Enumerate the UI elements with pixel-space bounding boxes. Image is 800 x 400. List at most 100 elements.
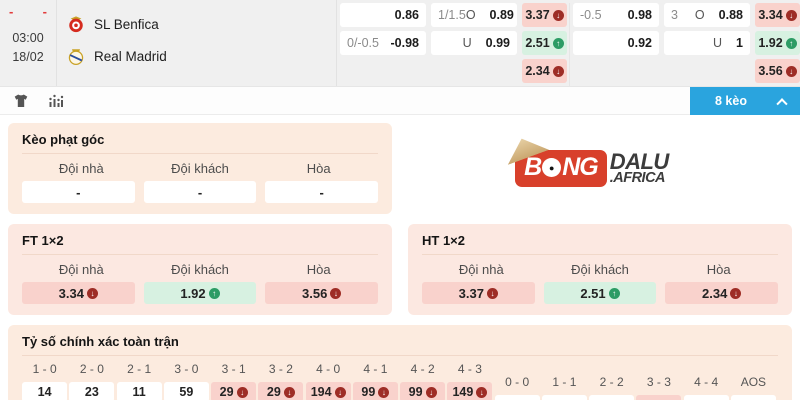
column-headers: Đội nhà Đội khách Hòa	[22, 262, 378, 277]
trend-arrow-icon	[486, 287, 498, 299]
odds-value: 2.51	[580, 285, 606, 301]
score-odds-top[interactable]: 194	[305, 382, 351, 400]
draw-score-column: 1 - 1 6.4	[541, 375, 587, 400]
score-odds-top[interactable]: 99	[400, 382, 446, 400]
hdp-odds-cell[interactable]: 0.92	[573, 31, 659, 55]
score-column: 4 - 19928	[352, 362, 398, 400]
odds-value: 59	[179, 385, 194, 399]
odds-value: 2.51	[525, 36, 550, 50]
corner-away-odds[interactable]: -	[143, 181, 257, 203]
trend-arrow-icon	[476, 386, 488, 398]
score-odds[interactable]: 11	[589, 395, 635, 400]
odds-value: 2.34	[525, 64, 550, 78]
1x2-odds-cell[interactable]: 2.34	[522, 59, 567, 83]
odds-value: -	[197, 184, 203, 200]
handicap-odds: 0.98	[627, 8, 652, 22]
score-column: 3 - 22917.5	[258, 362, 304, 400]
ht-away-odds[interactable]: 2.51	[543, 282, 657, 304]
score-odds-top[interactable]: 99	[352, 382, 398, 400]
score-odds-top[interactable]: 59	[163, 382, 209, 400]
trend-arrow-icon	[236, 386, 248, 398]
odds-value: 23	[84, 385, 99, 399]
score-label: 4 - 2	[410, 362, 435, 376]
trend-arrow-icon	[334, 386, 346, 398]
corner-draw-odds[interactable]: -	[265, 181, 379, 203]
home-team[interactable]: SL Benfica	[67, 8, 336, 40]
match-time-column: - - 03:00 18/02	[0, 0, 57, 86]
hdp-odds-cell[interactable]: 0.86	[340, 3, 426, 27]
score-column: 3 - 12912	[211, 362, 257, 400]
score-odds[interactable]: 15.5	[730, 395, 776, 400]
bets-count-label: 8 kèo	[715, 93, 747, 108]
score-odds-top[interactable]: 14	[22, 382, 68, 400]
odds-group-2: -0.5 0.98 3 O 0.88 3.34 0.92 U 1	[570, 3, 800, 86]
soccer-ball-icon: ●	[542, 158, 562, 177]
jersey-icon[interactable]	[13, 93, 29, 109]
draw-score-column: 3 - 3 45	[636, 375, 682, 400]
1x2-odds-cell[interactable]: 3.37	[522, 3, 567, 27]
away-team-name: Real Madrid	[94, 48, 167, 64]
score-label: 4 - 4	[694, 375, 719, 389]
correct-score-section: Tỷ số chính xác toàn trận 1 - 0 149 2 - 0 2…	[8, 325, 792, 400]
corner-home-odds[interactable]: -	[22, 181, 135, 203]
ou-odds: 0.88	[718, 8, 743, 22]
trend-arrow-icon	[208, 287, 220, 299]
empty-cell	[573, 59, 659, 83]
away-team[interactable]: Real Madrid	[67, 40, 336, 72]
trend-arrow-icon	[785, 9, 797, 21]
home-team-logo	[69, 16, 83, 33]
ou-odds-cell[interactable]: U 0.99	[431, 31, 517, 55]
ht-home-odds[interactable]: 3.37	[422, 282, 535, 304]
score-odds-top[interactable]: 23	[69, 382, 115, 400]
score-label: 2 - 1	[127, 362, 152, 376]
ft-draw-odds[interactable]: 3.56	[265, 282, 379, 304]
1x2-odds-cell[interactable]: 1.92	[755, 31, 800, 55]
score-column: 4 - 29941	[400, 362, 446, 400]
score-odds-top[interactable]: 149	[447, 382, 493, 400]
hdp-odds-cell[interactable]: 0/-0.5 -0.98	[340, 31, 426, 55]
score-grid: 1 - 01492 - 02310.52 - 1116.93 - 059183 …	[22, 362, 778, 400]
trend-arrow-icon	[283, 386, 295, 398]
trend-arrow-icon	[425, 386, 437, 398]
draw-score-column: 2 - 2 11	[589, 375, 635, 400]
ou-odds-cell[interactable]: 1/1.5 O 0.89	[431, 3, 517, 27]
ou-odds-cell[interactable]: U 1	[664, 31, 750, 55]
odds-value: 1.92	[180, 285, 206, 301]
score-odds-top[interactable]: 11	[116, 382, 162, 400]
score-odds[interactable]: 45	[636, 395, 682, 400]
ft-home-odds[interactable]: 3.34	[22, 282, 135, 304]
1x2-odds-cell[interactable]: 3.34	[755, 3, 800, 27]
header-draw: Hòa	[706, 262, 731, 277]
trend-arrow-icon	[552, 37, 564, 49]
score-column: 2 - 02310.5	[69, 362, 115, 400]
score-odds[interactable]: 6.4	[541, 395, 587, 400]
score-label: 4 - 3	[457, 362, 482, 376]
odds-value: 99	[408, 385, 423, 399]
bets-count-button[interactable]: 8 kèo	[690, 86, 800, 115]
logo-text-ng: NG	[562, 153, 598, 181]
header-home: Đội nhà	[58, 161, 104, 176]
handicap-line: -0.5	[580, 8, 602, 22]
odds-area: 0.86 1/1.5 O 0.89 3.37 0/-0.5 -0.98 U 0.…	[337, 0, 800, 86]
toolbar: 8 kèo	[0, 86, 800, 115]
score-odds[interactable]: 249	[683, 395, 729, 400]
score-label: 2 - 0	[79, 362, 104, 376]
score-odds[interactable]: 17.5	[494, 395, 540, 400]
stats-chart-icon[interactable]	[48, 93, 64, 109]
score-odds-top[interactable]: 29	[211, 382, 257, 400]
match-date: 18/02	[12, 50, 44, 65]
handicap-odds: -0.98	[390, 36, 420, 50]
draw-score-column: 4 - 4 249	[683, 375, 729, 400]
score-column: 2 - 1116.9	[116, 362, 162, 400]
hdp-odds-cell[interactable]: -0.5 0.98	[573, 3, 659, 27]
ft-1x2-section: FT 1×2 Đội nhà Đội khách Hòa 3.34 1.92 3…	[8, 224, 392, 315]
ou-odds-cell[interactable]: 3 O 0.88	[664, 3, 750, 27]
score-label: 3 - 3	[646, 375, 671, 389]
logo-text-b: B	[524, 153, 542, 181]
1x2-odds-cell[interactable]: 3.56	[755, 59, 800, 83]
trend-arrow-icon	[608, 287, 620, 299]
score-odds-top[interactable]: 29	[258, 382, 304, 400]
ft-away-odds[interactable]: 1.92	[143, 282, 257, 304]
1x2-odds-cell[interactable]: 2.51	[522, 31, 567, 55]
ht-draw-odds[interactable]: 2.34	[665, 282, 779, 304]
